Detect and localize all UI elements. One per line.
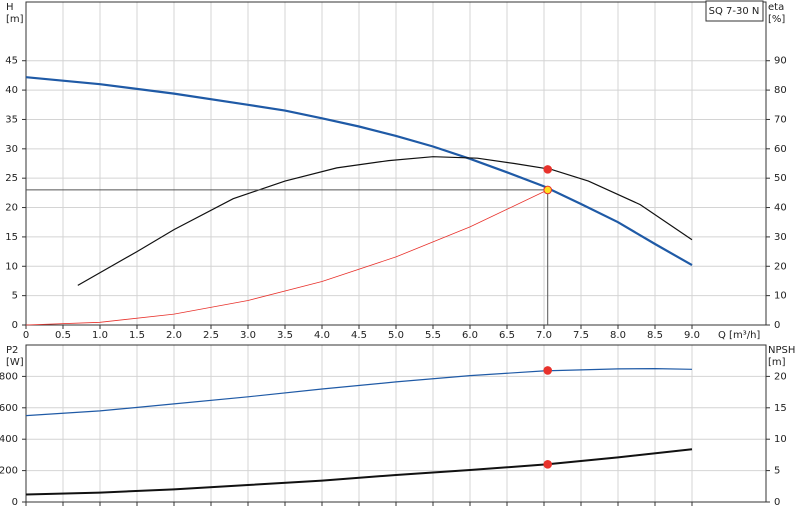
- x-tick-label: 1.0: [92, 330, 108, 341]
- x-tick-label: 6.0: [462, 330, 478, 341]
- y-tick-label: 800: [0, 371, 18, 382]
- x-tick-label: 7.0: [536, 330, 552, 341]
- y2-axis-unit: [%]: [768, 14, 785, 25]
- y2-tick-label: 0: [774, 497, 780, 508]
- x-tick-label: 2.5: [203, 330, 219, 341]
- plot-frame: [25, 344, 767, 503]
- x-tick-label: 0: [23, 330, 29, 341]
- y2-tick-label: 0: [774, 320, 780, 331]
- y2-tick-label: 50: [774, 173, 787, 184]
- y2-tick-label: 20: [774, 261, 787, 272]
- operating-point: [543, 165, 553, 174]
- y2-axis-label: eta: [768, 2, 784, 13]
- y-tick-label: 45: [5, 56, 18, 67]
- y-axis-label: H: [6, 2, 14, 13]
- curve: [25, 189, 548, 326]
- x-tick-label: 3.5: [277, 330, 293, 341]
- y-tick-label: 15: [5, 232, 18, 243]
- x-tick-label: 1.5: [129, 330, 145, 341]
- x-tick-label: 2.0: [166, 330, 182, 341]
- y2-tick-label: 40: [774, 203, 787, 214]
- y-tick-label: 600: [0, 403, 18, 414]
- y2-tick-label: 70: [774, 114, 787, 125]
- y-tick-label: 10: [5, 261, 18, 272]
- curve: [77, 156, 693, 286]
- curve: [25, 448, 693, 496]
- y2-tick-label: 15: [774, 403, 787, 414]
- y-tick-label: 35: [5, 114, 18, 125]
- y-tick-label: 30: [5, 144, 18, 155]
- y-axis-unit: [W]: [6, 357, 24, 368]
- x-tick-label: 3.0: [240, 330, 256, 341]
- y2-tick-label: 80: [774, 85, 787, 96]
- y-tick-label: 400: [0, 434, 18, 445]
- y-axis-unit: [m]: [6, 14, 24, 25]
- y2-tick-label: 30: [774, 232, 787, 243]
- x-tick-label: 4.5: [351, 330, 367, 341]
- y-tick-label: 0: [12, 497, 18, 508]
- title-box: [705, 0, 764, 22]
- x-tick-label: 8.5: [647, 330, 663, 341]
- operating-point: [543, 460, 553, 469]
- plot-frame: [25, 1, 767, 326]
- y-tick-label: 20: [5, 203, 18, 214]
- x-tick-label: 5.5: [425, 330, 441, 341]
- y-tick-label: 200: [0, 466, 18, 477]
- chart-title: SQ 7-30 N: [709, 6, 760, 17]
- x-axis-label: Q [m³/h]: [718, 330, 760, 341]
- x-tick-label: 5.0: [388, 330, 404, 341]
- operating-point: [543, 185, 553, 195]
- y2-tick-label: 10: [774, 291, 787, 302]
- x-tick-label: 9.0: [684, 330, 700, 341]
- y2-axis-unit: [m]: [768, 357, 786, 368]
- x-tick-label: 0.5: [55, 330, 71, 341]
- y-tick-label: 40: [5, 85, 18, 96]
- y-axis-label: P2: [6, 345, 18, 356]
- x-tick-label: 7.5: [573, 330, 589, 341]
- x-tick-label: 4.0: [314, 330, 330, 341]
- operating-point: [543, 366, 553, 375]
- x-tick-label: 8.0: [610, 330, 626, 341]
- y2-tick-label: 5: [774, 466, 780, 477]
- y-tick-label: 5: [12, 291, 18, 302]
- y-tick-label: 0: [12, 320, 18, 331]
- y-tick-label: 25: [5, 173, 18, 184]
- curve: [25, 367, 693, 417]
- x-tick-label: 6.5: [499, 330, 515, 341]
- y2-tick-label: 20: [774, 371, 787, 382]
- curve: [25, 76, 693, 267]
- y2-tick-label: 90: [774, 56, 787, 67]
- y2-axis-label: NPSH: [768, 345, 795, 356]
- y2-tick-label: 60: [774, 144, 787, 155]
- y2-tick-label: 10: [774, 434, 787, 445]
